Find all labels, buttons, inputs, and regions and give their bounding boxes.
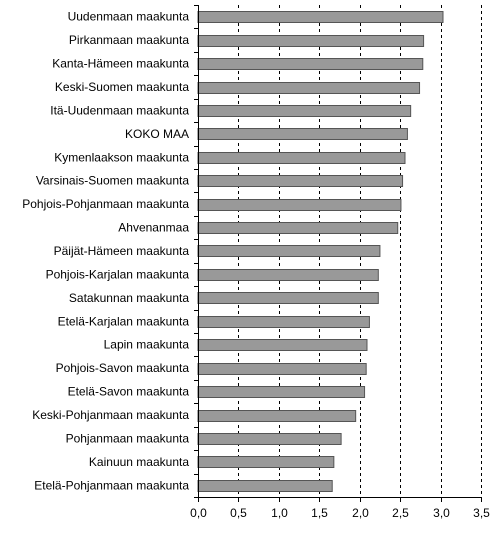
category-label: Itä-Uudenmaan maakunta bbox=[50, 103, 189, 117]
category-label: Etelä-Karjalan maakunta bbox=[58, 314, 190, 328]
bar bbox=[197, 363, 367, 375]
category-label: Kanta-Hämeen maakunta bbox=[52, 57, 189, 71]
bar bbox=[197, 292, 379, 304]
x-tick-label: 3,0 bbox=[433, 506, 450, 520]
bar bbox=[197, 11, 444, 23]
bar bbox=[197, 199, 402, 211]
bar bbox=[197, 433, 342, 445]
x-tick-label: 1,5 bbox=[311, 506, 328, 520]
x-tick-labels: 0,0 0,5 1,0 1,5 2,0 2,5 3,0 3,5 bbox=[190, 506, 490, 520]
bar bbox=[197, 339, 368, 351]
category-label: Keski-Suomen maakunta bbox=[55, 80, 189, 94]
category-label: Pohjois-Pohjanmaan maakunta bbox=[22, 197, 189, 211]
bar bbox=[197, 245, 381, 257]
x-tick-label: 3,5 bbox=[473, 506, 490, 520]
bar bbox=[197, 128, 408, 140]
x-tick-label: 0,0 bbox=[190, 506, 207, 520]
bar bbox=[197, 316, 370, 328]
category-label: Keski-Pohjanmaan maakunta bbox=[32, 408, 189, 422]
category-label: Kymenlaakson maakunta bbox=[54, 150, 189, 164]
bar bbox=[197, 480, 333, 492]
category-label: Pohjois-Savon maakunta bbox=[56, 361, 190, 375]
bar bbox=[197, 152, 406, 164]
x-tick-label: 2,0 bbox=[352, 506, 369, 520]
category-label: Päijät-Hämeen maakunta bbox=[54, 244, 190, 258]
category-label: Pirkanmaan maakunta bbox=[69, 33, 189, 47]
category-label: Etelä-Pohjanmaan maakunta bbox=[34, 478, 189, 492]
bar bbox=[197, 410, 357, 422]
category-label: Ahvenanmaa bbox=[118, 221, 189, 235]
category-label: Uudenmaan maakunta bbox=[68, 10, 190, 24]
bar bbox=[197, 269, 379, 281]
bar bbox=[197, 82, 421, 94]
category-label: Lapin maakunta bbox=[104, 338, 190, 352]
bar bbox=[197, 175, 404, 187]
category-label: Kainuun maakunta bbox=[89, 455, 189, 469]
bar bbox=[197, 35, 425, 47]
bar bbox=[197, 58, 424, 70]
bar bbox=[197, 222, 399, 234]
category-label: Etelä-Savon maakunta bbox=[68, 385, 190, 399]
axes bbox=[194, 5, 482, 502]
x-tick-label: 1,0 bbox=[271, 506, 288, 520]
bar bbox=[197, 386, 366, 398]
category-label: Pohjois-Karjalan maakunta bbox=[46, 267, 190, 281]
x-tick-label: 0,5 bbox=[230, 506, 247, 520]
bar bbox=[197, 105, 412, 117]
x-tick-label: 2,5 bbox=[392, 506, 409, 520]
category-label: KOKO MAA bbox=[125, 127, 189, 141]
category-label: Pohjanmaan maakunta bbox=[66, 431, 190, 445]
bars bbox=[197, 11, 444, 492]
category-label: Satakunnan maakunta bbox=[69, 291, 189, 305]
bar bbox=[197, 456, 335, 468]
category-label: Varsinais-Suomen maakunta bbox=[36, 174, 190, 188]
category-labels: Uudenmaan maakunta Pirkanmaan maakunta Kan… bbox=[22, 10, 189, 493]
